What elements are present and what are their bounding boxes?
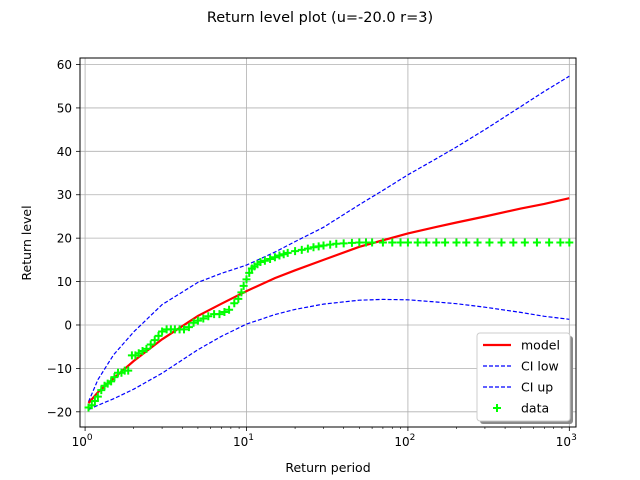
data-point xyxy=(260,256,269,265)
axis-ticks: 100 101 102 103 −20 −10 0 10 20 30 40 50 60 xyxy=(47,58,577,449)
legend-label: CI up xyxy=(521,380,553,395)
data-point xyxy=(368,238,377,247)
data-point xyxy=(270,253,279,262)
data-point xyxy=(275,251,284,260)
y-tick-label: 50 xyxy=(57,101,72,115)
x-tick-label: 101 xyxy=(233,433,254,449)
y-tick-label: 10 xyxy=(57,275,72,289)
data-point xyxy=(355,238,364,247)
y-tick-label: −20 xyxy=(47,405,72,419)
data-point xyxy=(545,238,554,247)
data-point xyxy=(485,238,494,247)
data-point xyxy=(189,318,198,327)
x-axis-label: Return period xyxy=(285,460,370,475)
data-point xyxy=(234,294,243,303)
data-point xyxy=(413,238,422,247)
data-point xyxy=(303,244,312,253)
data-point xyxy=(107,377,116,386)
data-point xyxy=(279,250,288,259)
data-point xyxy=(339,239,348,248)
x-tick-label: 100 xyxy=(72,433,93,449)
data-point xyxy=(332,239,341,248)
data-point xyxy=(509,238,518,247)
x-tick-label: 103 xyxy=(556,433,577,449)
data-point xyxy=(90,396,99,405)
y-tick-label: 30 xyxy=(57,188,72,202)
plot-series xyxy=(84,75,574,412)
data-point xyxy=(403,238,412,247)
y-tick-label: −10 xyxy=(47,362,72,376)
ci-low-line xyxy=(88,298,570,411)
data-point xyxy=(150,336,159,345)
y-axis-label: Return level xyxy=(19,205,34,280)
data-point xyxy=(237,288,246,297)
data-point xyxy=(497,238,506,247)
data-points xyxy=(84,238,574,412)
data-point xyxy=(462,238,471,247)
data-point xyxy=(556,238,565,247)
data-point xyxy=(97,386,106,395)
data-point xyxy=(297,245,306,254)
data-point xyxy=(193,316,202,325)
data-point xyxy=(239,281,248,290)
legend-box xyxy=(476,332,571,422)
data-point xyxy=(215,310,224,319)
data-point xyxy=(204,312,213,321)
data-point xyxy=(199,314,208,323)
legend-marker-data xyxy=(493,404,501,412)
chart-title: Return level plot (u=-20.0 r=3) xyxy=(207,10,433,26)
data-point xyxy=(158,327,167,336)
data-point xyxy=(230,299,239,308)
data-point xyxy=(154,331,163,340)
y-tick-label: 60 xyxy=(57,58,72,72)
legend-label: model xyxy=(521,338,560,353)
legend-label: CI low xyxy=(521,359,559,374)
grid xyxy=(80,58,576,427)
data-point xyxy=(242,275,251,284)
plot-frame xyxy=(79,57,577,428)
data-point xyxy=(179,325,188,334)
y-tick-label: 20 xyxy=(57,232,72,246)
y-tick-label: 40 xyxy=(57,145,72,159)
data-point xyxy=(319,241,328,250)
data-point xyxy=(347,238,356,247)
data-point xyxy=(110,373,119,382)
data-point xyxy=(532,238,541,247)
data-point xyxy=(396,238,405,247)
data-point xyxy=(142,344,151,353)
data-point xyxy=(441,238,450,247)
data-point xyxy=(266,254,275,263)
data-point xyxy=(245,268,254,277)
data-point xyxy=(184,323,193,332)
data-point xyxy=(565,238,574,247)
data-point xyxy=(225,305,234,314)
data-point xyxy=(87,401,96,410)
data-point xyxy=(378,238,387,247)
data-point xyxy=(93,392,102,401)
y-tick-label: 0 xyxy=(64,318,72,332)
data-point xyxy=(473,238,482,247)
data-point xyxy=(256,258,265,267)
model-line xyxy=(87,197,570,404)
data-point xyxy=(220,307,229,316)
data-point xyxy=(283,248,292,257)
data-point xyxy=(146,340,155,349)
data-point xyxy=(422,238,431,247)
data-point xyxy=(452,238,461,247)
data-point xyxy=(291,247,300,256)
ci-up-line xyxy=(87,75,570,403)
legend-label: data xyxy=(521,401,549,416)
x-tick-label: 102 xyxy=(394,433,415,449)
data-point xyxy=(520,238,529,247)
data-point xyxy=(124,366,133,375)
data-point xyxy=(388,238,397,247)
legend: model CI low CI up data xyxy=(476,332,573,424)
data-point xyxy=(432,238,441,247)
